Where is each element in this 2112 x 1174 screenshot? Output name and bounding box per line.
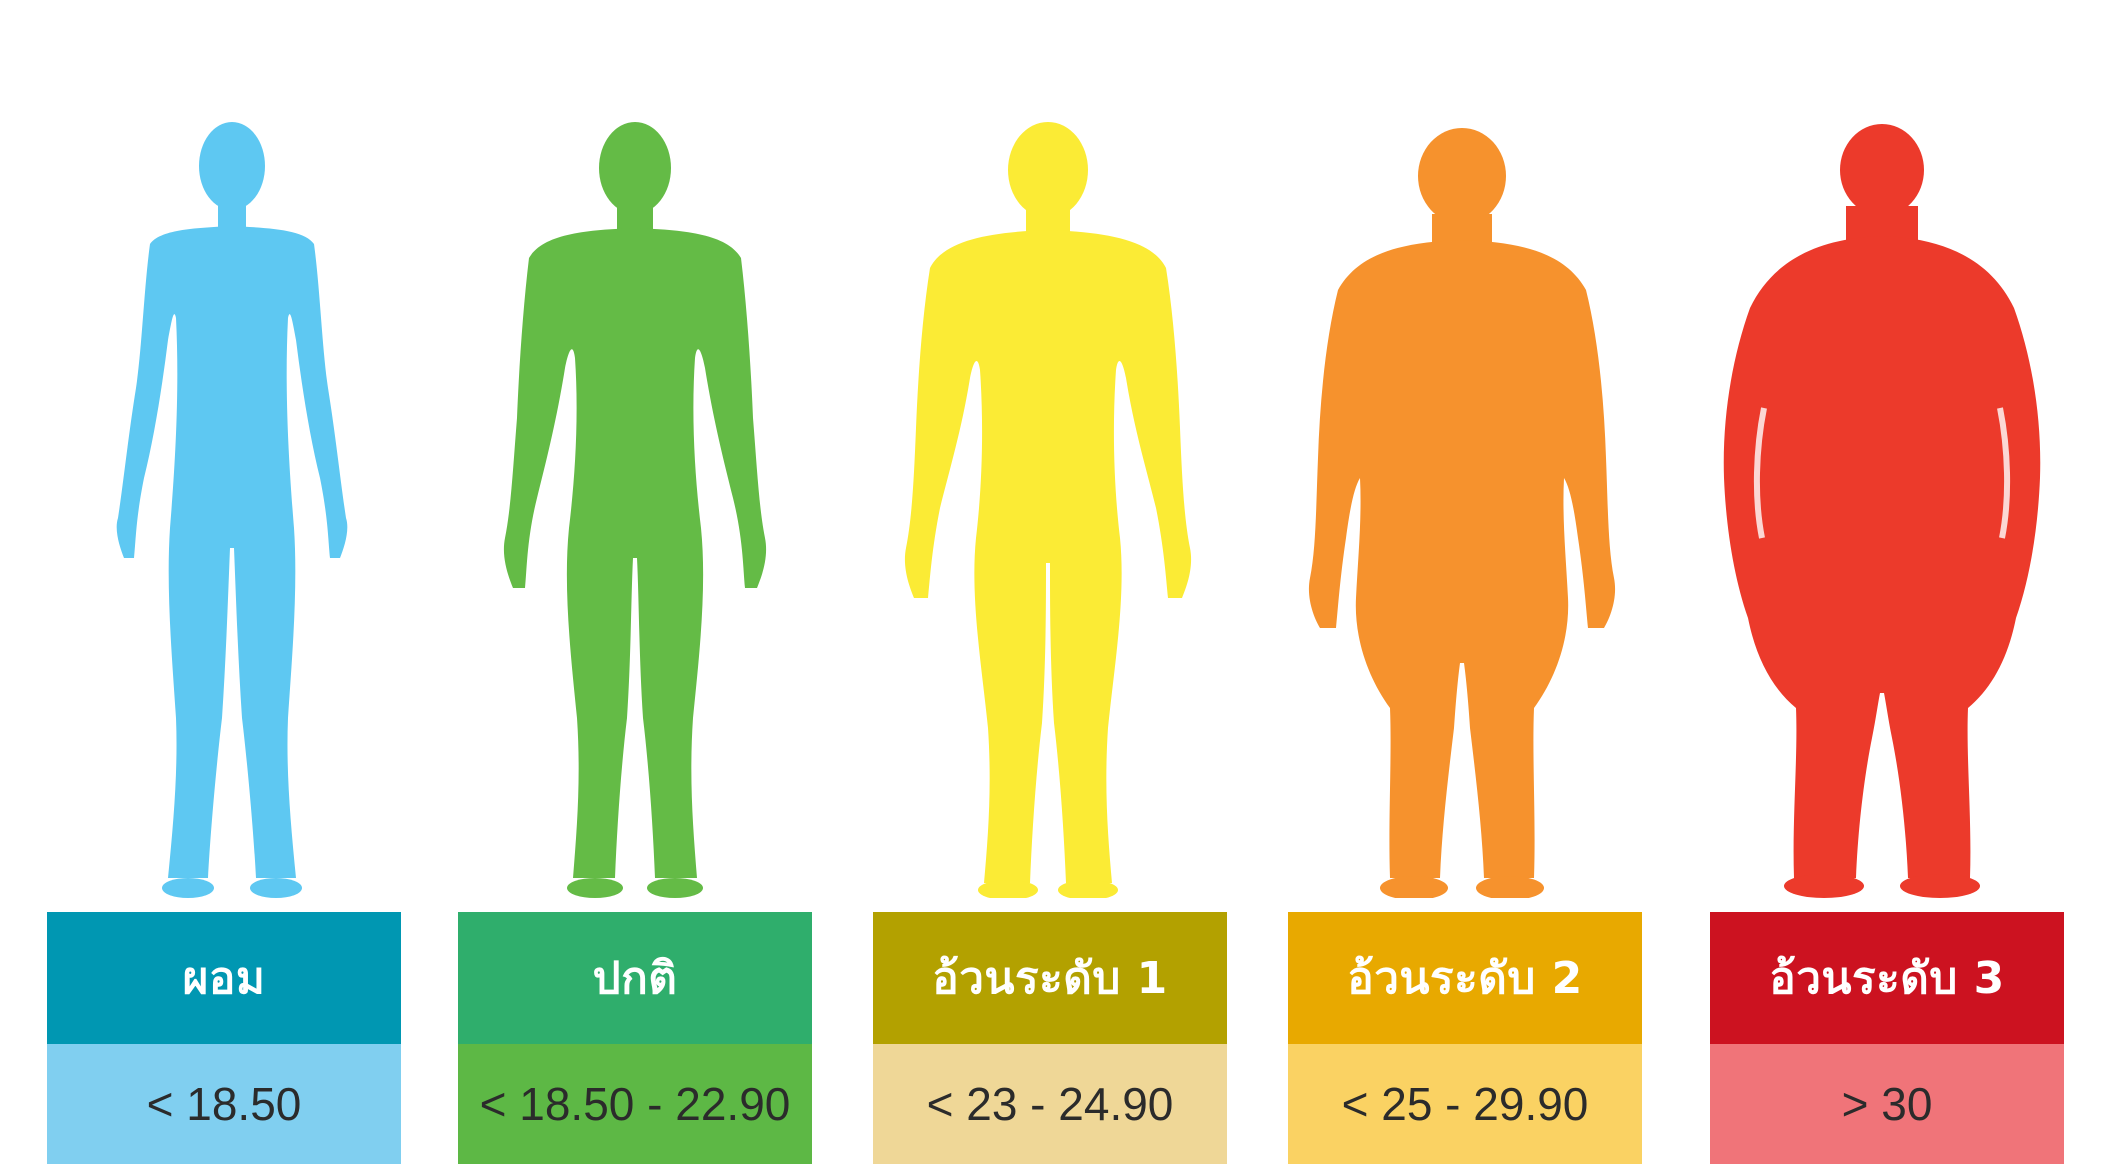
- category-label: ปกติ: [458, 912, 812, 1044]
- bmi-range: < 18.50: [47, 1044, 401, 1164]
- bmi-range: > 30: [1710, 1044, 2064, 1164]
- bmi-card-obese-level-3: อ้วนระดับ 3 > 30: [1710, 912, 2064, 1164]
- category-label: อ้วนระดับ 1: [873, 912, 1227, 1044]
- bmi-range: < 23 - 24.90: [873, 1044, 1227, 1164]
- normal-body-silhouette-icon: [465, 118, 805, 898]
- category-label: อ้วนระดับ 2: [1288, 912, 1642, 1044]
- thin-body-silhouette-icon: [62, 118, 402, 898]
- very-obese-body-silhouette-icon: [1712, 118, 2052, 898]
- overweight-body-silhouette-icon: [878, 118, 1218, 898]
- bmi-card-obese-level-1: อ้วนระดับ 1 < 23 - 24.90: [873, 912, 1227, 1164]
- category-label: ผอม: [47, 912, 401, 1044]
- bmi-card-normal: ปกติ < 18.50 - 22.90: [458, 912, 812, 1164]
- bmi-range: < 25 - 29.90: [1288, 1044, 1642, 1164]
- bmi-card-thin: ผอม < 18.50: [47, 912, 401, 1164]
- category-label: อ้วนระดับ 3: [1710, 912, 2064, 1044]
- bmi-range: < 18.50 - 22.90: [458, 1044, 812, 1164]
- bmi-card-obese-level-2: อ้วนระดับ 2 < 25 - 29.90: [1288, 912, 1642, 1164]
- obese-body-silhouette-icon: [1292, 118, 1632, 898]
